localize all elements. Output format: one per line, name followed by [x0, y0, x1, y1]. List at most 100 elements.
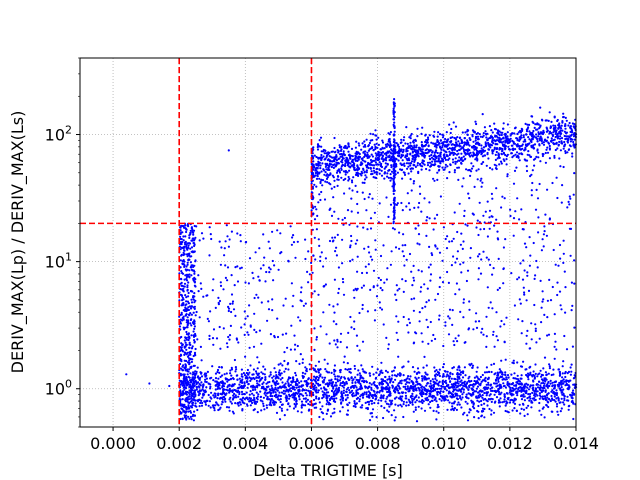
data-point	[538, 401, 541, 405]
data-point	[381, 390, 384, 393]
data-point	[343, 154, 346, 157]
data-point	[216, 387, 219, 390]
data-point	[405, 162, 409, 165]
data-point	[397, 145, 401, 148]
data-point	[482, 149, 485, 152]
data-point	[260, 387, 264, 390]
data-point	[442, 143, 445, 146]
data-point	[192, 371, 195, 374]
data-point	[560, 386, 563, 389]
data-point	[406, 154, 409, 158]
data-point	[193, 327, 196, 330]
data-point	[200, 375, 204, 378]
data-point	[334, 389, 337, 392]
data-point	[519, 131, 523, 134]
data-point	[188, 395, 191, 398]
data-point	[179, 226, 182, 229]
data-point	[265, 406, 269, 409]
data-point	[370, 402, 373, 405]
data-point	[191, 376, 195, 379]
data-point	[237, 395, 240, 398]
data-point	[520, 377, 523, 380]
data-point	[563, 397, 566, 400]
data-point	[381, 141, 385, 144]
data-point	[481, 327, 484, 330]
data-point	[524, 122, 527, 125]
data-point	[320, 411, 323, 414]
data-point	[555, 389, 558, 392]
data-point	[377, 163, 380, 166]
data-point	[240, 373, 243, 376]
data-point	[375, 168, 378, 171]
data-point	[202, 383, 205, 386]
data-point	[186, 300, 189, 303]
data-point	[474, 145, 477, 148]
data-point	[314, 377, 318, 380]
data-point	[431, 378, 434, 381]
data-point	[553, 399, 556, 402]
data-point	[407, 375, 410, 378]
data-point	[571, 122, 575, 125]
data-point	[314, 258, 317, 261]
data-point	[428, 134, 431, 137]
data-point	[392, 381, 395, 384]
data-point	[361, 396, 365, 399]
data-point	[520, 365, 524, 368]
data-point	[345, 156, 348, 159]
data-point	[433, 154, 436, 157]
data-point	[498, 138, 501, 141]
data-point	[447, 138, 450, 141]
data-point	[374, 377, 377, 380]
data-point	[477, 267, 480, 270]
data-point	[386, 371, 389, 374]
data-point	[235, 374, 238, 377]
data-point	[348, 391, 351, 394]
data-point	[209, 406, 212, 409]
data-point	[241, 399, 244, 402]
data-point	[412, 382, 415, 386]
data-point	[444, 158, 447, 161]
data-point	[437, 158, 440, 161]
data-point	[449, 395, 452, 398]
data-point	[416, 149, 419, 152]
data-point	[321, 380, 324, 383]
data-point	[424, 151, 427, 155]
data-point	[431, 160, 434, 163]
data-point	[186, 247, 189, 250]
data-point	[528, 236, 531, 239]
data-point	[462, 391, 465, 394]
data-point	[360, 163, 363, 166]
data-point	[365, 271, 368, 274]
data-point	[198, 392, 201, 395]
data-point	[495, 150, 498, 154]
scatter-points	[125, 98, 578, 423]
data-point	[313, 388, 316, 391]
data-point	[446, 408, 449, 411]
data-point	[179, 390, 182, 393]
data-point	[372, 382, 375, 385]
data-point	[410, 397, 414, 400]
data-point	[395, 331, 398, 334]
data-point	[186, 286, 189, 289]
data-point	[186, 289, 189, 292]
data-point	[480, 403, 483, 406]
data-point	[376, 386, 379, 389]
data-point	[447, 392, 450, 395]
data-point	[415, 420, 419, 423]
data-point	[388, 386, 391, 389]
data-point	[442, 390, 445, 393]
data-point	[322, 155, 325, 158]
data-point	[568, 404, 571, 407]
data-point	[456, 378, 459, 381]
data-point	[507, 376, 510, 379]
data-point	[501, 373, 504, 376]
data-point	[292, 407, 296, 410]
data-point	[263, 392, 266, 395]
data-point	[411, 399, 414, 402]
data-point	[350, 147, 354, 150]
data-point	[194, 370, 197, 373]
data-point	[185, 277, 188, 280]
data-point	[476, 366, 479, 369]
data-point	[218, 366, 221, 369]
data-point	[466, 140, 469, 143]
